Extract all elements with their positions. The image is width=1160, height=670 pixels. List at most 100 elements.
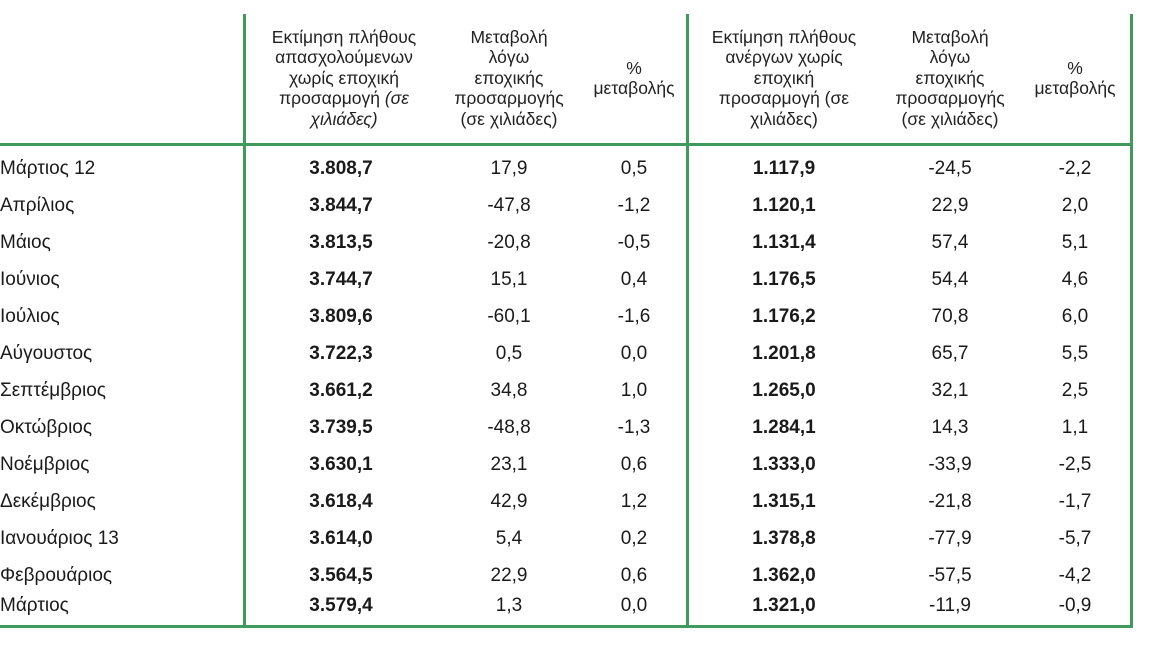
employed-estimate-value: 3.813,5 <box>309 232 373 253</box>
header-unemployed-change-line4: προσαρμογής <box>895 88 1005 109</box>
table-divider-left <box>243 14 246 628</box>
row-month: Ιούνιος <box>0 269 60 290</box>
header-employed-estimate-line4: προσαρμογή <box>279 88 385 109</box>
table-row: Σεπτέμβριος 3.661,2 34,8 1,0 1.265,0 32,… <box>0 373 1160 409</box>
employed-pct-value: 1,2 <box>620 491 648 512</box>
unemployed-change-value: -57,5 <box>928 565 972 586</box>
unemployed-estimate-value: 1.315,1 <box>752 491 816 512</box>
row-month: Μάρτιος 12 <box>0 158 96 179</box>
row-month: Απρίλιος <box>0 195 75 216</box>
employed-pct-value: 0,0 <box>620 595 648 616</box>
employed-pct-value: 0,4 <box>620 269 648 290</box>
employed-change-value: 23,1 <box>490 454 528 475</box>
employed-pct-value: -1,3 <box>617 417 651 438</box>
unemployed-pct-value: 2,0 <box>1061 195 1089 216</box>
row-month: Μάιος <box>0 232 51 253</box>
employed-change-value: 5,4 <box>495 528 523 549</box>
table-row: Μάιος 3.813,5 -20,8 -0,5 1.131,4 57,4 5,… <box>0 225 1160 261</box>
employed-change-value: -47,8 <box>487 195 531 216</box>
unemployed-pct-value: 5,1 <box>1061 232 1089 253</box>
header-employed-change-line4: προσαρμογής <box>454 88 564 109</box>
header-unemployed-estimate: Εκτίμηση πλήθους ανέργων χωρίς εποχική π… <box>689 14 879 142</box>
header-unemployed-change: Μεταβολή λόγω εποχικής προσαρμογής (σε χ… <box>879 14 1021 142</box>
employed-pct-value: -1,6 <box>617 306 651 327</box>
unemployed-estimate-value: 1.117,9 <box>752 158 816 179</box>
header-employed-estimate-line2: απασχολούμενων <box>275 47 413 68</box>
unemployed-estimate-value: 1.131,4 <box>752 232 816 253</box>
employed-estimate-value: 3.844,7 <box>309 195 373 216</box>
table-row: Μάρτιος 12 3.808,7 17,9 0,5 1.117,9 -24,… <box>0 151 1160 187</box>
unemployed-change-value: -21,8 <box>928 491 972 512</box>
header-employed-estimate: Εκτίμηση πλήθους απασχολούμενων χωρίς επ… <box>246 14 442 142</box>
employed-change-value: 42,9 <box>490 491 528 512</box>
row-month: Ιούλιος <box>0 306 60 327</box>
table-row: Δεκέμβριος 3.618,4 42,9 1,2 1.315,1 -21,… <box>0 484 1160 520</box>
row-month: Νοέμβριος <box>0 454 90 475</box>
unemployed-pct-value: -5,7 <box>1058 528 1092 549</box>
unemployed-estimate-value: 1.321,0 <box>752 595 816 616</box>
employed-pct-value: 0,0 <box>620 343 648 364</box>
header-employed-change-line1: Μεταβολή <box>470 26 548 47</box>
employed-pct-value: 1,0 <box>620 380 648 401</box>
employed-change-value: 22,9 <box>490 565 528 586</box>
employed-change-value: 1,3 <box>495 595 523 616</box>
header-unemployed-estimate-line4: προσαρμογή (σε <box>718 88 850 109</box>
row-month: Φεβρουάριος <box>0 565 113 586</box>
unemployed-pct-value: -2,5 <box>1058 454 1092 475</box>
unemployed-estimate-value: 1.333,0 <box>752 454 816 475</box>
employed-pct-value: 0,5 <box>620 158 648 179</box>
table-row: Ιούλιος 3.809,6 -60,1 -1,6 1.176,2 70,8 … <box>0 299 1160 335</box>
employed-estimate-value: 3.564,5 <box>309 565 373 586</box>
unemployed-estimate-value: 1.284,1 <box>752 417 816 438</box>
employed-estimate-value: 3.739,5 <box>309 417 373 438</box>
employed-estimate-value: 3.618,4 <box>309 491 373 512</box>
unemployed-pct-value: 2,5 <box>1061 380 1089 401</box>
employed-change-value: -48,8 <box>487 417 531 438</box>
employed-pct-value: -1,2 <box>617 195 651 216</box>
employed-estimate-value: 3.808,7 <box>309 158 373 179</box>
unemployed-estimate-value: 1.120,1 <box>752 195 816 216</box>
employed-change-value: 17,9 <box>490 158 528 179</box>
row-month: Αύγουστος <box>0 343 93 364</box>
unemployed-change-value: 14,3 <box>931 417 969 438</box>
unemployed-estimate-value: 1.265,0 <box>752 380 816 401</box>
table-row: Απρίλιος 3.844,7 -47,8 -1,2 1.120,1 22,9… <box>0 188 1160 224</box>
employed-change-value: -60,1 <box>487 306 531 327</box>
header-employed-change-line5: (σε χιλιάδες) <box>460 108 558 129</box>
employed-change-value: 15,1 <box>490 269 528 290</box>
table-row: Μάρτιος 3.579,4 1,3 0,0 1.321,0 -11,9 -0… <box>0 589 1160 623</box>
header-employed-pct-line1: % <box>626 57 642 78</box>
header-unemployed-pct: % μεταβολής <box>1020 14 1130 142</box>
unemployed-change-value: 70,8 <box>931 306 969 327</box>
header-employed-pct: % μεταβολής <box>582 14 686 142</box>
unemployed-estimate-value: 1.201,8 <box>752 343 816 364</box>
employed-estimate-value: 3.809,6 <box>309 306 373 327</box>
header-unemployed-estimate-line2: ανέργων χωρίς <box>725 47 843 68</box>
unemployed-change-value: -77,9 <box>928 528 972 549</box>
header-employed-estimate-line4-italic: (σε <box>384 88 409 109</box>
employed-estimate-value: 3.661,2 <box>309 380 373 401</box>
unemployed-change-value: -33,9 <box>928 454 972 475</box>
unemployed-change-value: 22,9 <box>931 195 969 216</box>
header-employed-change-line2: λόγω <box>488 47 530 68</box>
employed-change-value: 0,5 <box>495 343 523 364</box>
unemployed-pct-value: 6,0 <box>1061 306 1089 327</box>
employed-pct-value: 0,2 <box>620 528 648 549</box>
employed-estimate-value: 3.614,0 <box>309 528 373 549</box>
employed-estimate-value: 3.722,3 <box>309 343 373 364</box>
unemployed-change-value: -11,9 <box>929 595 971 616</box>
unemployed-estimate-value: 1.362,0 <box>752 565 816 586</box>
unemployed-estimate-value: 1.378,8 <box>752 528 816 549</box>
header-unemployed-change-line1: Μεταβολή <box>911 26 989 47</box>
employed-estimate-value: 3.579,4 <box>309 595 373 616</box>
unemployed-change-value: 32,1 <box>931 380 969 401</box>
header-employed-pct-line2: μεταβολής <box>593 78 675 98</box>
row-month: Οκτώβριος <box>0 417 93 438</box>
employed-change-value: -20,8 <box>487 232 531 253</box>
unemployed-pct-value: 5,5 <box>1061 343 1089 364</box>
unemployed-change-value: -24,5 <box>928 158 972 179</box>
employed-pct-value: 0,6 <box>620 565 648 586</box>
unemployed-pct-value: 4,6 <box>1061 269 1089 290</box>
row-month: Σεπτέμβριος <box>0 380 106 401</box>
